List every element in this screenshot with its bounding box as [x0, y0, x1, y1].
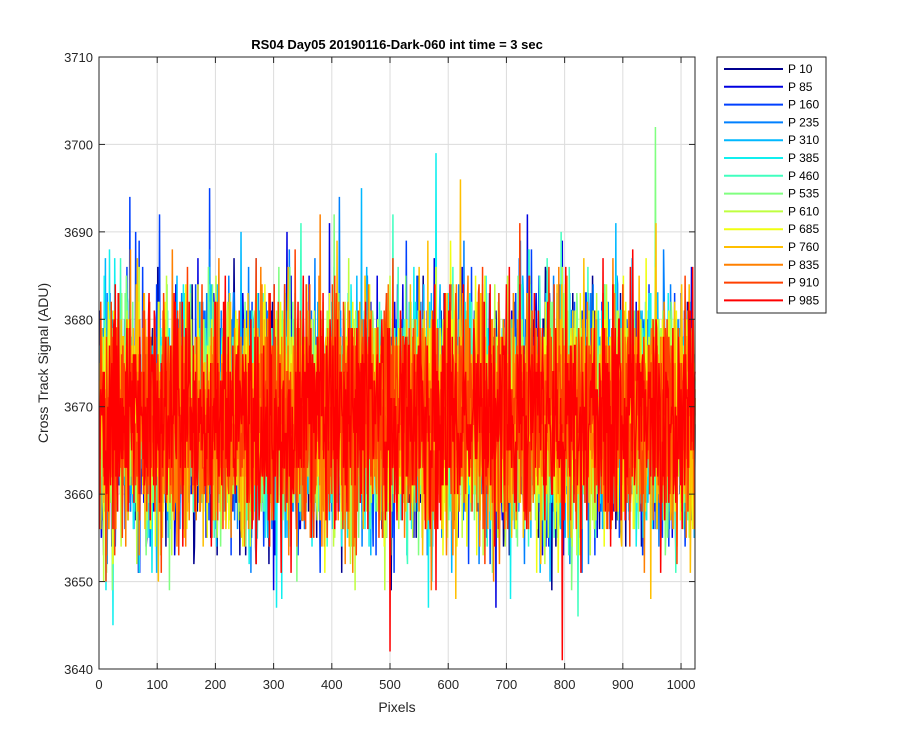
legend-label: P 235: [788, 115, 819, 129]
x-tick-label: 100: [146, 677, 168, 692]
x-tick-label: 700: [496, 677, 518, 692]
legend-label: P 310: [788, 133, 819, 147]
x-tick-label: 600: [437, 677, 459, 692]
legend-label: P 85: [788, 80, 813, 94]
x-axis-title: Pixels: [378, 699, 415, 715]
y-tick-label: 3660: [64, 487, 93, 502]
legend-label: P 10: [788, 62, 813, 76]
x-tick-label: 0: [95, 677, 102, 692]
legend-label: P 835: [788, 258, 819, 272]
x-tick-label: 400: [321, 677, 343, 692]
x-tick-label: 1000: [667, 677, 696, 692]
x-tick-label: 500: [379, 677, 401, 692]
legend-label: P 535: [788, 187, 819, 201]
legend: P 10 P 85 P 160 P 235 P 310 P 385 P 460 P 535 P …: [716, 56, 827, 314]
legend-label: P 610: [788, 204, 819, 218]
legend-label: P 385: [788, 151, 819, 165]
x-tick-label: 900: [612, 677, 634, 692]
legend-label: P 910: [788, 276, 819, 290]
series-lines: [98, 126, 696, 661]
series-line-p-985: [98, 249, 696, 661]
y-tick-label: 3670: [64, 400, 93, 415]
legend-label: P 160: [788, 98, 819, 112]
chart-title: RS04 Day05 20190116-Dark-060 int time = …: [251, 37, 543, 52]
legend-box: [716, 56, 827, 314]
y-tick-label: 3680: [64, 312, 93, 327]
legend-label: P 985: [788, 293, 819, 307]
x-tick-label: 800: [554, 677, 576, 692]
legend-label: P 685: [788, 222, 819, 236]
legend-label: P 460: [788, 169, 819, 183]
y-tick-label: 3700: [64, 137, 93, 152]
x-tick-label: 300: [263, 677, 285, 692]
y-axis-title: Cross Track Signal (ADU): [35, 283, 51, 443]
y-tick-label: 3710: [64, 50, 93, 65]
y-tick-label: 3650: [64, 575, 93, 590]
axis-ticks: 0 100 200 300 400 500 600 700 800 900 1000 3640 3650…: [64, 50, 695, 692]
legend-label: P 760: [788, 240, 819, 254]
y-tick-label: 3640: [64, 662, 93, 677]
x-tick-label: 200: [205, 677, 227, 692]
plot-box: [98, 56, 696, 670]
y-tick-label: 3690: [64, 225, 93, 240]
